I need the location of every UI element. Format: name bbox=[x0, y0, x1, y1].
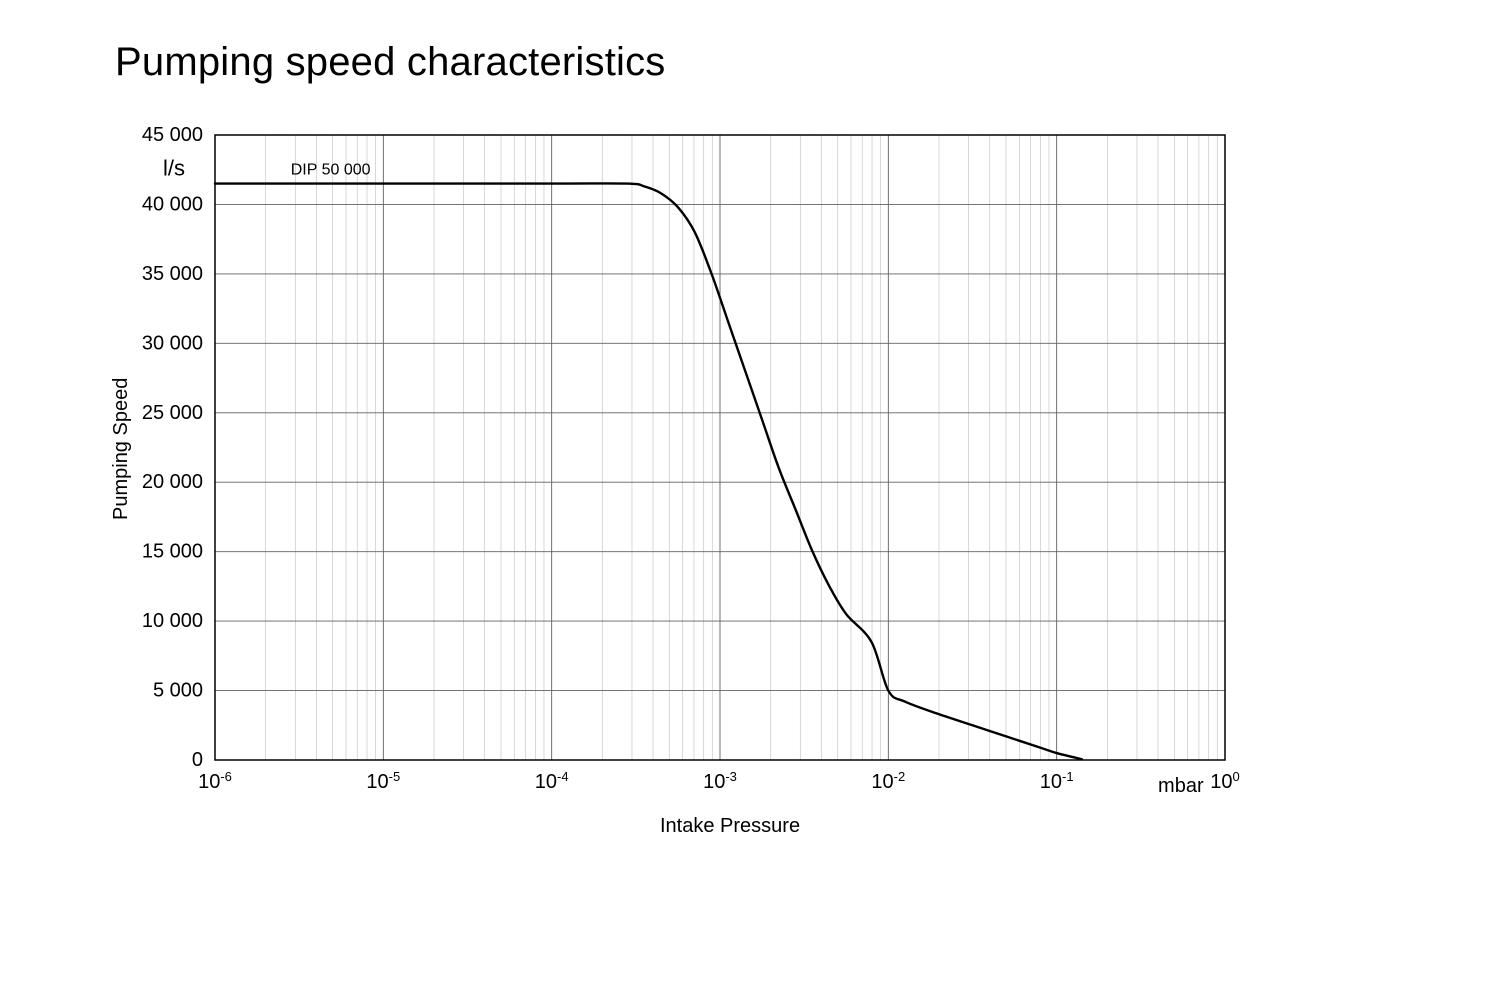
svg-text:5 000: 5 000 bbox=[153, 680, 203, 702]
svg-text:100: 100 bbox=[1210, 769, 1239, 793]
svg-text:25 000: 25 000 bbox=[142, 402, 203, 424]
svg-text:10-3: 10-3 bbox=[703, 769, 737, 793]
svg-text:DIP 50 000: DIP 50 000 bbox=[291, 162, 371, 179]
svg-text:10-1: 10-1 bbox=[1040, 769, 1074, 793]
svg-text:10-2: 10-2 bbox=[871, 769, 905, 793]
svg-text:30 000: 30 000 bbox=[142, 332, 203, 354]
svg-text:10 000: 10 000 bbox=[142, 610, 203, 632]
svg-text:20 000: 20 000 bbox=[142, 471, 203, 493]
svg-text:45 000: 45 000 bbox=[142, 124, 203, 146]
svg-text:10-6: 10-6 bbox=[198, 769, 232, 793]
svg-text:mbar: mbar bbox=[1158, 775, 1204, 797]
svg-text:10-5: 10-5 bbox=[366, 769, 400, 793]
chart-plot: 10-6 10-5 10-4 10-3 10-2 10-1 100 mbar 0 5 000 10 … bbox=[0, 0, 1500, 1000]
svg-text:0: 0 bbox=[192, 749, 203, 771]
svg-text:15 000: 15 000 bbox=[142, 541, 203, 563]
svg-text:40 000: 40 000 bbox=[142, 193, 203, 215]
svg-text:10-4: 10-4 bbox=[535, 769, 569, 793]
svg-text:l/s: l/s bbox=[163, 156, 185, 181]
svg-text:35 000: 35 000 bbox=[142, 263, 203, 285]
page: Pumping speed characteristics Pumping Sp… bbox=[0, 0, 1500, 1000]
